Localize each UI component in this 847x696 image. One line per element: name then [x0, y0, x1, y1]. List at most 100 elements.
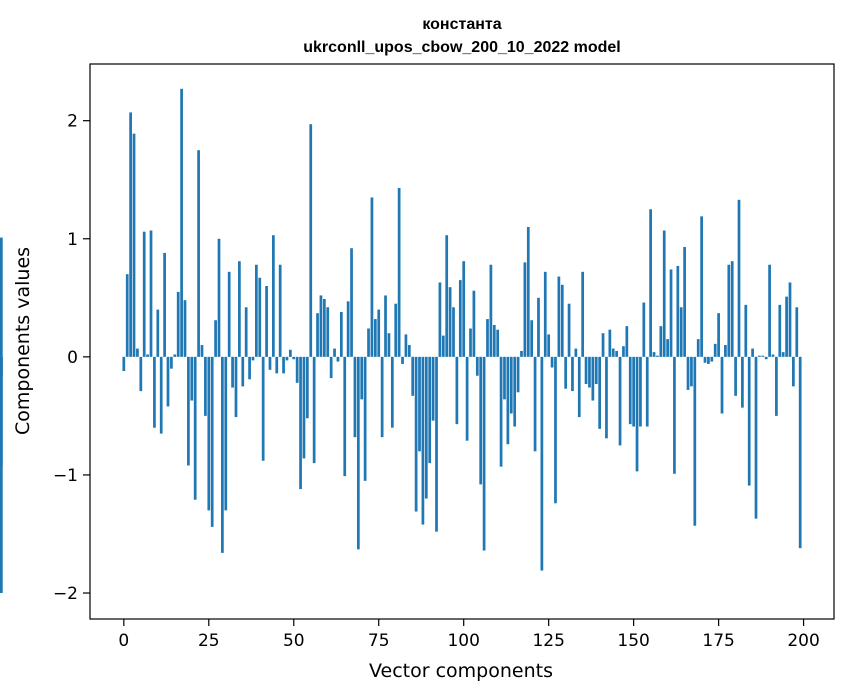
bar: [122, 356, 126, 372]
bar: [221, 356, 224, 553]
bar: [255, 264, 258, 357]
bar: [153, 356, 156, 428]
bar: [679, 307, 683, 357]
bar: [339, 311, 343, 357]
x-tick-label: 50: [283, 631, 305, 651]
bar: [238, 261, 241, 357]
x-tick-label: 0: [118, 631, 129, 651]
bar: [207, 356, 211, 511]
bar: [788, 282, 792, 357]
bar: [673, 356, 676, 474]
bar: [557, 276, 561, 357]
bar: [652, 352, 656, 357]
bar: [639, 356, 642, 427]
bar: [373, 319, 377, 357]
bar: [190, 356, 194, 401]
bar: [180, 88, 183, 357]
y-tick-label: −2: [53, 584, 78, 604]
bar: [730, 261, 734, 357]
bar: [421, 356, 425, 525]
bar: [747, 356, 751, 486]
bar: [622, 346, 625, 357]
bar: [302, 356, 306, 459]
bar: [550, 356, 554, 368]
bar: [693, 356, 697, 526]
bar: [462, 261, 466, 357]
bar: [187, 356, 190, 466]
bar: [166, 356, 170, 407]
bar: [703, 356, 707, 363]
bar: [795, 307, 799, 357]
bar: [204, 356, 207, 416]
bar: [533, 356, 537, 452]
bar: [707, 356, 710, 364]
bar: [343, 356, 347, 477]
bar: [543, 271, 547, 357]
bar: [414, 356, 418, 512]
bar: [526, 226, 530, 357]
bar: [241, 356, 245, 387]
bar: [499, 356, 503, 467]
bar: [176, 291, 180, 357]
x-tick-label: 75: [368, 631, 390, 651]
bar: [775, 356, 778, 416]
bar: [193, 356, 197, 500]
bar: [248, 356, 251, 380]
bar: [234, 356, 238, 418]
bar: [438, 282, 442, 357]
bar: [125, 274, 129, 357]
bar: [170, 356, 173, 369]
bar: [458, 280, 462, 357]
bar: [390, 356, 394, 428]
bar: [567, 303, 571, 357]
bar: [662, 230, 666, 357]
bar: [156, 309, 160, 357]
bar: [435, 356, 438, 532]
x-tick-label: 150: [617, 631, 649, 651]
bar: [594, 356, 598, 385]
bar: [418, 356, 421, 452]
x-axis: 0 25 50 75 100 125 150 175 200: [118, 619, 820, 651]
y-tick-label: 1: [67, 230, 78, 250]
bar: [489, 264, 493, 357]
bar: [574, 348, 578, 357]
bar: [244, 307, 248, 357]
bar: [737, 199, 741, 357]
x-tick-label: 175: [702, 631, 734, 651]
bar: [326, 307, 330, 357]
bar: [261, 356, 265, 461]
bar: [336, 356, 340, 362]
bar: [377, 309, 381, 357]
bars-group: [0, 88, 802, 594]
y-axis: −2 −1 0 1 2: [53, 112, 90, 604]
bar: [282, 356, 285, 374]
bar: [516, 356, 520, 393]
bar: [727, 264, 731, 357]
bar: [197, 150, 200, 357]
bar: [333, 348, 336, 357]
chart-title: константа: [422, 16, 501, 33]
bar: [656, 355, 659, 357]
bar: [751, 348, 754, 357]
bar: [598, 356, 602, 429]
x-tick-label: 125: [532, 631, 564, 651]
bar: [554, 356, 557, 504]
bar: [136, 348, 139, 357]
bar: [289, 349, 292, 357]
bar: [659, 326, 663, 357]
bar: [132, 133, 136, 357]
bar: [0, 356, 3, 594]
bar: [411, 356, 415, 396]
bar: [547, 334, 551, 357]
bar: [397, 187, 401, 357]
bar: [455, 356, 459, 425]
bar: [768, 264, 771, 357]
y-tick-label: 2: [67, 112, 78, 132]
bar: [159, 356, 163, 434]
bar: [441, 335, 445, 357]
bar: [537, 297, 540, 357]
bar: [224, 356, 228, 511]
bar: [523, 262, 527, 357]
bar: [309, 124, 313, 357]
